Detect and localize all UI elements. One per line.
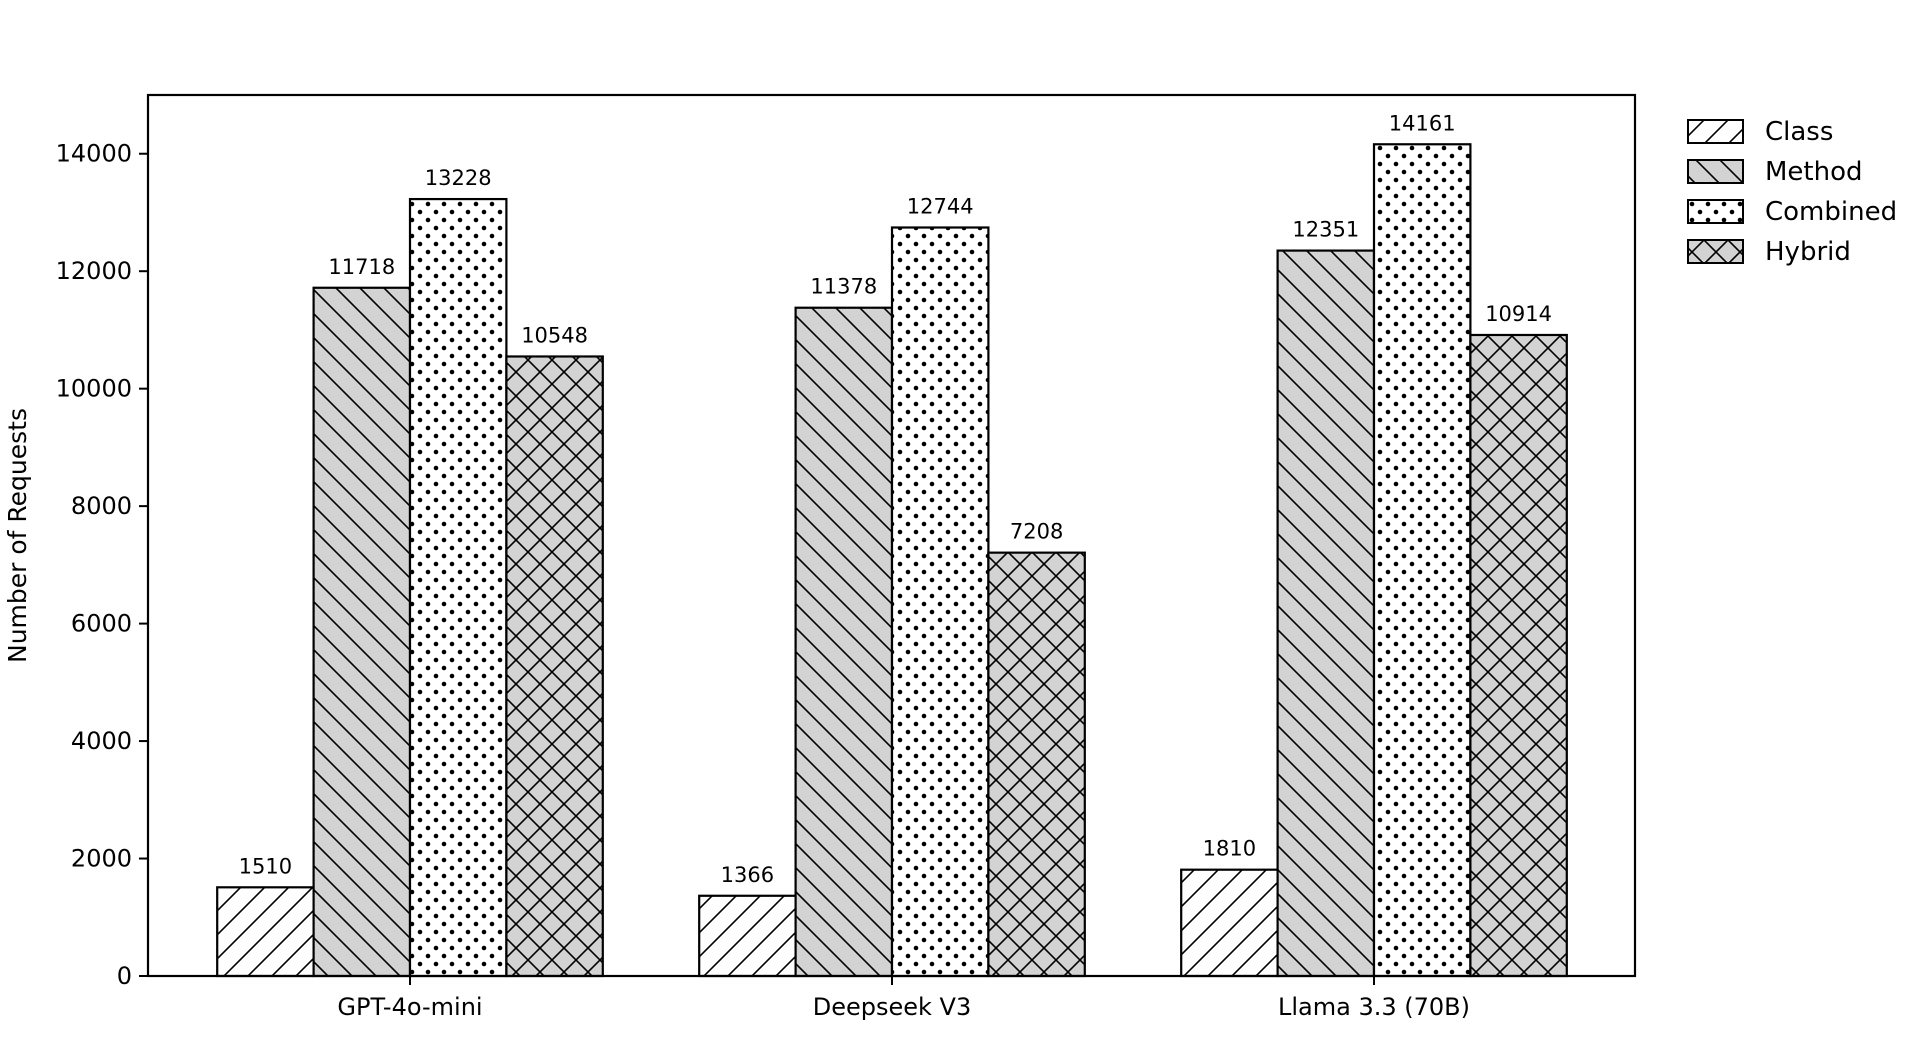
data-label: 7208 xyxy=(1010,520,1063,544)
bar-hybrid xyxy=(505,355,604,978)
data-label: 10914 xyxy=(1485,302,1552,326)
data-label: 14161 xyxy=(1389,111,1456,135)
bar-method xyxy=(1276,249,1376,978)
data-label: 1810 xyxy=(1203,837,1256,861)
data-label: 1510 xyxy=(239,854,292,878)
bar-hybrid xyxy=(1469,333,1568,978)
bar-hybrid xyxy=(987,551,1086,978)
data-label: 13228 xyxy=(425,166,492,190)
y-axis-title: Number of Requests xyxy=(3,408,32,663)
bar-combined xyxy=(890,226,990,978)
y-tick-label: 10000 xyxy=(56,375,132,403)
x-tick-label: GPT-4o-mini xyxy=(337,993,482,1021)
legend-swatch-method xyxy=(1687,159,1744,184)
data-label: 10548 xyxy=(521,323,588,347)
legend: Class Method Combined Hybrid xyxy=(1687,117,1897,267)
y-tick-label: 0 xyxy=(117,962,132,990)
data-label: 1366 xyxy=(721,863,774,887)
data-label: 11378 xyxy=(810,275,877,299)
y-tick-label: 12000 xyxy=(56,257,132,285)
data-label: 12744 xyxy=(907,195,974,219)
y-tick-label: 4000 xyxy=(71,727,132,755)
bar-class xyxy=(698,894,797,978)
bar-class xyxy=(1180,868,1279,978)
y-tick-label: 2000 xyxy=(71,845,132,873)
bar-class xyxy=(216,886,315,978)
bar-combined xyxy=(408,197,508,978)
bar-method xyxy=(312,286,412,978)
data-label: 11718 xyxy=(328,255,395,279)
legend-swatch-class xyxy=(1687,119,1744,144)
y-tick-label: 14000 xyxy=(56,140,132,168)
y-tick-label: 8000 xyxy=(71,492,132,520)
x-tick-label: Deepseek V3 xyxy=(813,993,972,1021)
legend-label: Hybrid xyxy=(1765,237,1851,267)
legend-swatch-hybrid xyxy=(1687,239,1744,264)
legend-label: Combined xyxy=(1765,197,1897,227)
data-label: 12351 xyxy=(1292,218,1359,242)
legend-label: Class xyxy=(1765,117,1833,147)
bar-method xyxy=(794,306,894,978)
x-tick-label: Llama 3.3 (70B) xyxy=(1278,993,1470,1021)
bar-combined xyxy=(1372,143,1472,978)
plot-frame xyxy=(146,93,1637,978)
legend-label: Method xyxy=(1765,157,1863,187)
y-tick-label: 6000 xyxy=(71,610,132,638)
legend-swatch-combined xyxy=(1687,199,1744,224)
